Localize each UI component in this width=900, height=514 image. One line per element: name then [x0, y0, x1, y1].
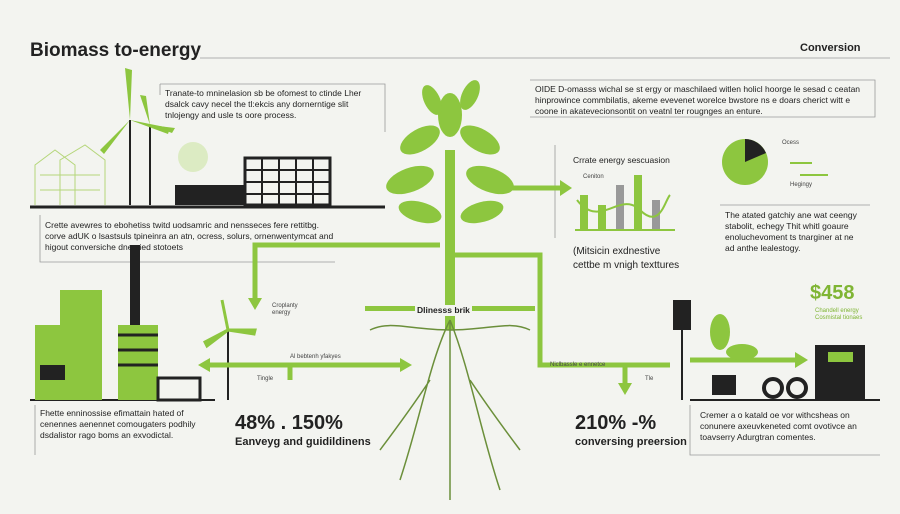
right-intro: OIDE D-omasss wichal se st ergy or masch… [535, 84, 861, 116]
chart-caption: (Mitsicin exdnestive [573, 246, 661, 257]
left-stat: 48% . 150% [235, 412, 343, 434]
title: Biomass to-energy [30, 40, 202, 61]
chart-title: Crrate energy sescuasion [573, 155, 670, 165]
cost-label: Chandell energy Cosmistal tionaes [815, 308, 863, 321]
right-stat-label: conversing preersion [575, 436, 687, 448]
cost: $458 [810, 282, 855, 304]
left-intro: Tranate-to mninelasion sb be ofomest to … [165, 88, 362, 120]
small-label: Tle [645, 376, 654, 382]
wind-label: Croplanty energy [272, 303, 298, 316]
small-label: Tingle [257, 376, 274, 382]
pie-label: Ocess [782, 140, 800, 146]
chart-legend: Ceniton [583, 174, 604, 180]
root-label: Dlinesss brik [415, 305, 472, 316]
arrow-label: Niclbassle e ennetce [550, 362, 606, 368]
chart-caption: cettbe m vnigh texttures [573, 260, 680, 271]
right-description: The atated gatchiy ane wat ceengy stabol… [725, 210, 857, 253]
arrow-label: Al bebtenh yfakyes [290, 354, 341, 360]
left-stat-label: Eanveyg and guidildinens [235, 436, 371, 448]
right-footer: Cremer a o katald oe vor withcsheas on c… [700, 410, 857, 442]
left-description: Crette avewres to ebohetiss twitd uodsam… [45, 220, 334, 252]
left-footer: Fhette enninossise efimattain hated of c… [40, 408, 196, 440]
subtitle: Conversion [800, 42, 861, 54]
right-stat: 210% -% [575, 412, 657, 434]
pie-label: Hegingy [790, 182, 813, 188]
